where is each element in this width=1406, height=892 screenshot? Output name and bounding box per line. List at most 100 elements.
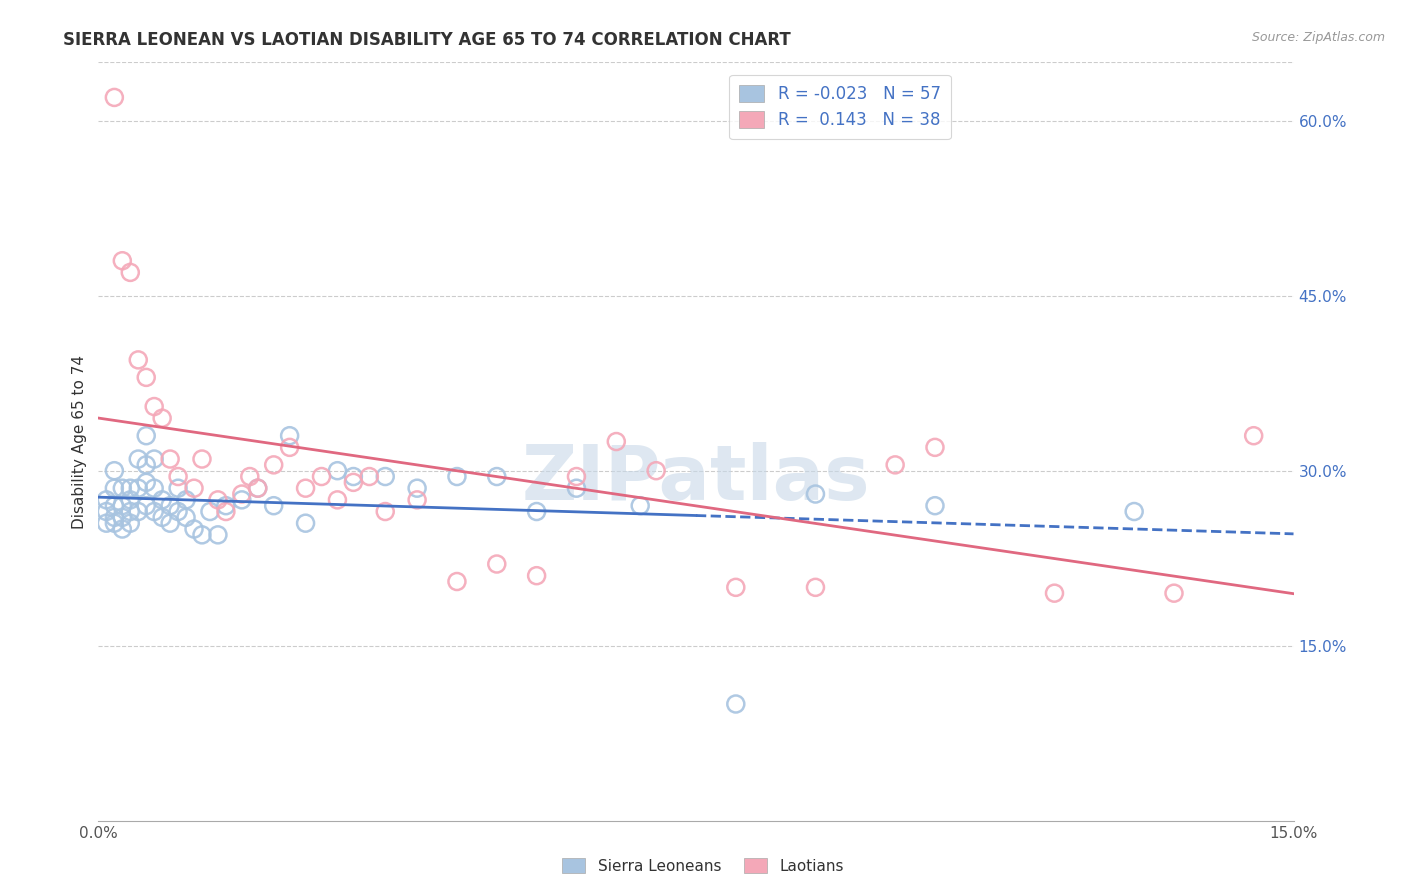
Point <box>374 504 396 518</box>
Point <box>135 370 157 384</box>
Point <box>111 481 134 495</box>
Point <box>111 253 134 268</box>
Point <box>96 504 118 518</box>
Point <box>246 481 269 495</box>
Point <box>135 499 157 513</box>
Point <box>215 504 238 518</box>
Point <box>724 697 747 711</box>
Point <box>103 90 125 104</box>
Point <box>120 481 142 495</box>
Point <box>526 504 548 518</box>
Point <box>406 481 429 495</box>
Point <box>263 499 285 513</box>
Point <box>120 265 142 279</box>
Point <box>724 580 747 594</box>
Point <box>342 475 364 490</box>
Point <box>884 458 907 472</box>
Point <box>127 481 149 495</box>
Point <box>406 492 429 507</box>
Point <box>311 469 333 483</box>
Point <box>111 510 134 524</box>
Point <box>135 475 157 490</box>
Point <box>143 400 166 414</box>
Point <box>143 452 166 467</box>
Point <box>1123 504 1146 518</box>
Point <box>804 487 827 501</box>
Point <box>143 504 166 518</box>
Point <box>278 428 301 442</box>
Point <box>159 452 181 467</box>
Point <box>924 441 946 455</box>
Point <box>231 487 253 501</box>
Point <box>374 469 396 483</box>
Point <box>207 528 229 542</box>
Point <box>143 481 166 495</box>
Point <box>135 428 157 442</box>
Point <box>183 522 205 536</box>
Y-axis label: Disability Age 65 to 74: Disability Age 65 to 74 <box>72 354 87 529</box>
Point <box>127 452 149 467</box>
Point <box>485 557 508 571</box>
Point <box>359 469 381 483</box>
Point <box>645 464 668 478</box>
Legend: R = -0.023   N = 57, R =  0.143   N = 38: R = -0.023 N = 57, R = 0.143 N = 38 <box>730 75 950 139</box>
Point <box>326 464 349 478</box>
Point <box>120 504 142 518</box>
Point <box>565 469 588 483</box>
Point <box>804 580 827 594</box>
Point <box>191 452 214 467</box>
Point <box>239 469 262 483</box>
Text: Source: ZipAtlas.com: Source: ZipAtlas.com <box>1251 31 1385 45</box>
Point <box>485 469 508 483</box>
Point <box>294 481 316 495</box>
Point <box>111 499 134 513</box>
Point <box>526 568 548 582</box>
Point <box>278 441 301 455</box>
Point <box>103 516 125 531</box>
Point <box>1163 586 1185 600</box>
Point <box>446 469 468 483</box>
Point <box>294 516 316 531</box>
Point <box>207 492 229 507</box>
Point <box>174 492 197 507</box>
Point <box>924 499 946 513</box>
Point <box>159 516 181 531</box>
Point <box>565 481 588 495</box>
Point <box>127 504 149 518</box>
Legend: Sierra Leoneans, Laotians: Sierra Leoneans, Laotians <box>557 852 849 880</box>
Point <box>446 574 468 589</box>
Point <box>103 481 125 495</box>
Point <box>605 434 627 449</box>
Point <box>150 492 173 507</box>
Point <box>191 528 214 542</box>
Point <box>96 492 118 507</box>
Point <box>127 352 149 367</box>
Point <box>135 458 157 472</box>
Point <box>246 481 269 495</box>
Point <box>103 499 125 513</box>
Point <box>1043 586 1066 600</box>
Point <box>103 464 125 478</box>
Point <box>215 499 238 513</box>
Point <box>342 469 364 483</box>
Point <box>167 504 190 518</box>
Point <box>326 492 349 507</box>
Point <box>159 499 181 513</box>
Point <box>120 516 142 531</box>
Point <box>198 504 221 518</box>
Text: ZIPatlas: ZIPatlas <box>522 442 870 516</box>
Text: SIERRA LEONEAN VS LAOTIAN DISABILITY AGE 65 TO 74 CORRELATION CHART: SIERRA LEONEAN VS LAOTIAN DISABILITY AGE… <box>63 31 792 49</box>
Point <box>150 411 173 425</box>
Point <box>231 492 253 507</box>
Point <box>263 458 285 472</box>
Point <box>150 510 173 524</box>
Point <box>1243 428 1265 442</box>
Point <box>167 481 190 495</box>
Point <box>167 469 190 483</box>
Point <box>174 510 197 524</box>
Point <box>183 481 205 495</box>
Point <box>111 522 134 536</box>
Point <box>103 510 125 524</box>
Point <box>628 499 651 513</box>
Point <box>120 492 142 507</box>
